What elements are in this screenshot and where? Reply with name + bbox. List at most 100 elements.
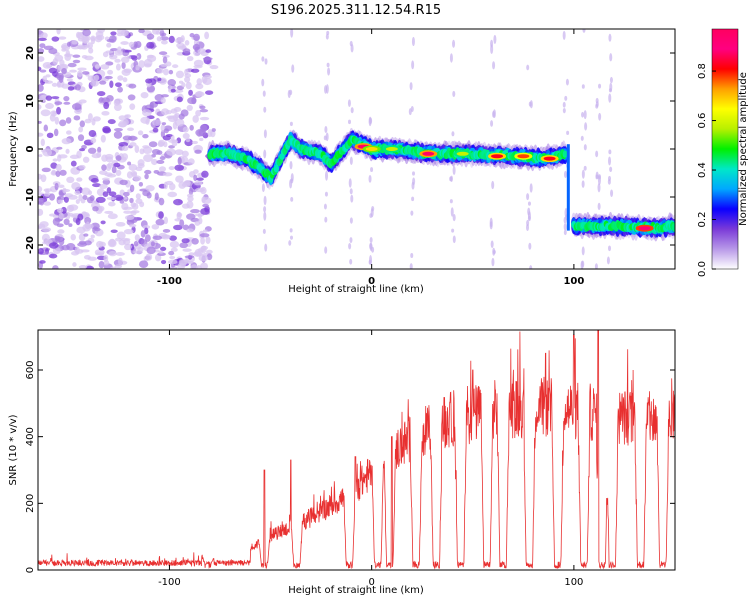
noise-speckle	[38, 56, 45, 62]
noise-speckle	[115, 169, 122, 176]
noise-speckle	[74, 108, 82, 115]
noise-speckle	[133, 240, 139, 247]
noise-speckle	[69, 154, 80, 160]
noise-speckle	[144, 169, 152, 175]
noise-speckle	[165, 133, 173, 138]
noise-speckle	[67, 86, 75, 91]
ridge-transition	[566, 144, 570, 231]
noise-speckle	[134, 145, 140, 153]
noise-speckle	[201, 170, 209, 178]
noise-speckle	[68, 204, 79, 211]
noise-speckle	[77, 134, 85, 142]
noise-speckle	[118, 141, 129, 147]
noise-speckle	[168, 145, 175, 149]
noise-speckle	[105, 75, 113, 80]
noise-speckle	[138, 181, 144, 187]
streak-speckle	[490, 44, 494, 55]
noise-speckle	[40, 109, 51, 117]
noise-speckle	[129, 184, 135, 193]
noise-speckle	[64, 193, 74, 198]
noise-speckle	[45, 95, 53, 101]
noise-speckle	[184, 255, 195, 259]
noise-speckle	[77, 67, 87, 71]
noise-speckle	[78, 126, 84, 133]
noise-speckle	[160, 40, 168, 45]
streak-speckle	[263, 211, 267, 221]
streak-speckle	[526, 193, 530, 201]
noise-speckle	[57, 199, 63, 204]
hotspot-core	[365, 147, 378, 151]
noise-speckle	[101, 177, 110, 181]
noise-speckle	[114, 128, 123, 132]
noise-speckle	[185, 138, 191, 143]
noise-speckle	[38, 120, 42, 124]
noise-speckle	[82, 195, 88, 201]
noise-speckle	[87, 113, 93, 121]
streak-speckle	[409, 263, 413, 269]
noise-speckle	[52, 158, 58, 162]
streak-speckle	[584, 122, 588, 131]
noise-speckle	[161, 32, 167, 37]
noise-speckle	[113, 130, 123, 139]
noise-speckle	[142, 225, 151, 230]
noise-speckle	[57, 229, 65, 234]
streak-speckle	[349, 188, 353, 195]
noise-speckle	[163, 216, 169, 225]
noise-speckle	[66, 176, 75, 184]
noise-speckle	[115, 155, 122, 162]
noise-speckle	[46, 64, 52, 68]
noise-speckle	[109, 80, 114, 89]
noise-speckle	[121, 62, 126, 69]
noise-speckle	[78, 99, 87, 104]
noise-speckle	[194, 181, 203, 186]
noise-speckle	[42, 148, 53, 157]
noise-speckle	[181, 182, 191, 188]
ytick-label: 10	[25, 94, 36, 108]
noise-speckle	[138, 29, 145, 34]
noise-speckle	[158, 211, 164, 219]
streak-speckle	[450, 175, 454, 182]
noise-speckle	[193, 33, 200, 42]
noise-speckle	[170, 247, 178, 252]
noise-speckle	[70, 234, 76, 241]
noise-speckle	[184, 40, 190, 46]
noise-speckle	[64, 53, 72, 61]
streak-speckle	[452, 235, 456, 244]
noise-speckle	[97, 29, 105, 34]
noise-speckle	[104, 210, 114, 214]
noise-speckle	[158, 166, 167, 172]
streak-speckle	[325, 33, 329, 40]
noise-speckle	[90, 178, 99, 184]
noise-speckle	[181, 82, 186, 88]
streak-speckle	[609, 76, 613, 84]
noise-speckle	[194, 248, 203, 257]
noise-speckle	[99, 183, 108, 189]
noise-speckle	[185, 81, 192, 90]
streak-speckle	[598, 83, 602, 89]
noise-speckle	[51, 36, 60, 42]
noise-speckle	[184, 76, 191, 83]
streak-speckle	[369, 254, 373, 265]
xtick-label: 100	[564, 577, 583, 588]
streak-speckle	[349, 217, 353, 224]
noise-speckle	[129, 197, 134, 204]
noise-speckle	[145, 253, 153, 261]
ridge-cell	[671, 223, 675, 232]
noise-speckle	[115, 221, 126, 227]
noise-speckle	[156, 36, 163, 42]
noise-speckle	[107, 213, 118, 220]
streak-speckle	[288, 240, 292, 246]
noise-speckle	[200, 236, 205, 245]
noise-speckle	[205, 236, 211, 245]
xtick-label: 100	[563, 276, 584, 287]
noise-speckle	[121, 145, 129, 151]
noise-speckle	[182, 126, 189, 133]
noise-speckle	[152, 127, 159, 133]
noise-speckle	[196, 78, 202, 86]
noise-speckle	[168, 166, 175, 171]
streak-speckle	[452, 90, 456, 98]
noise-speckle	[67, 62, 77, 68]
noise-speckle	[77, 37, 85, 42]
noise-speckle	[75, 218, 81, 226]
streak-speckle	[450, 207, 454, 217]
